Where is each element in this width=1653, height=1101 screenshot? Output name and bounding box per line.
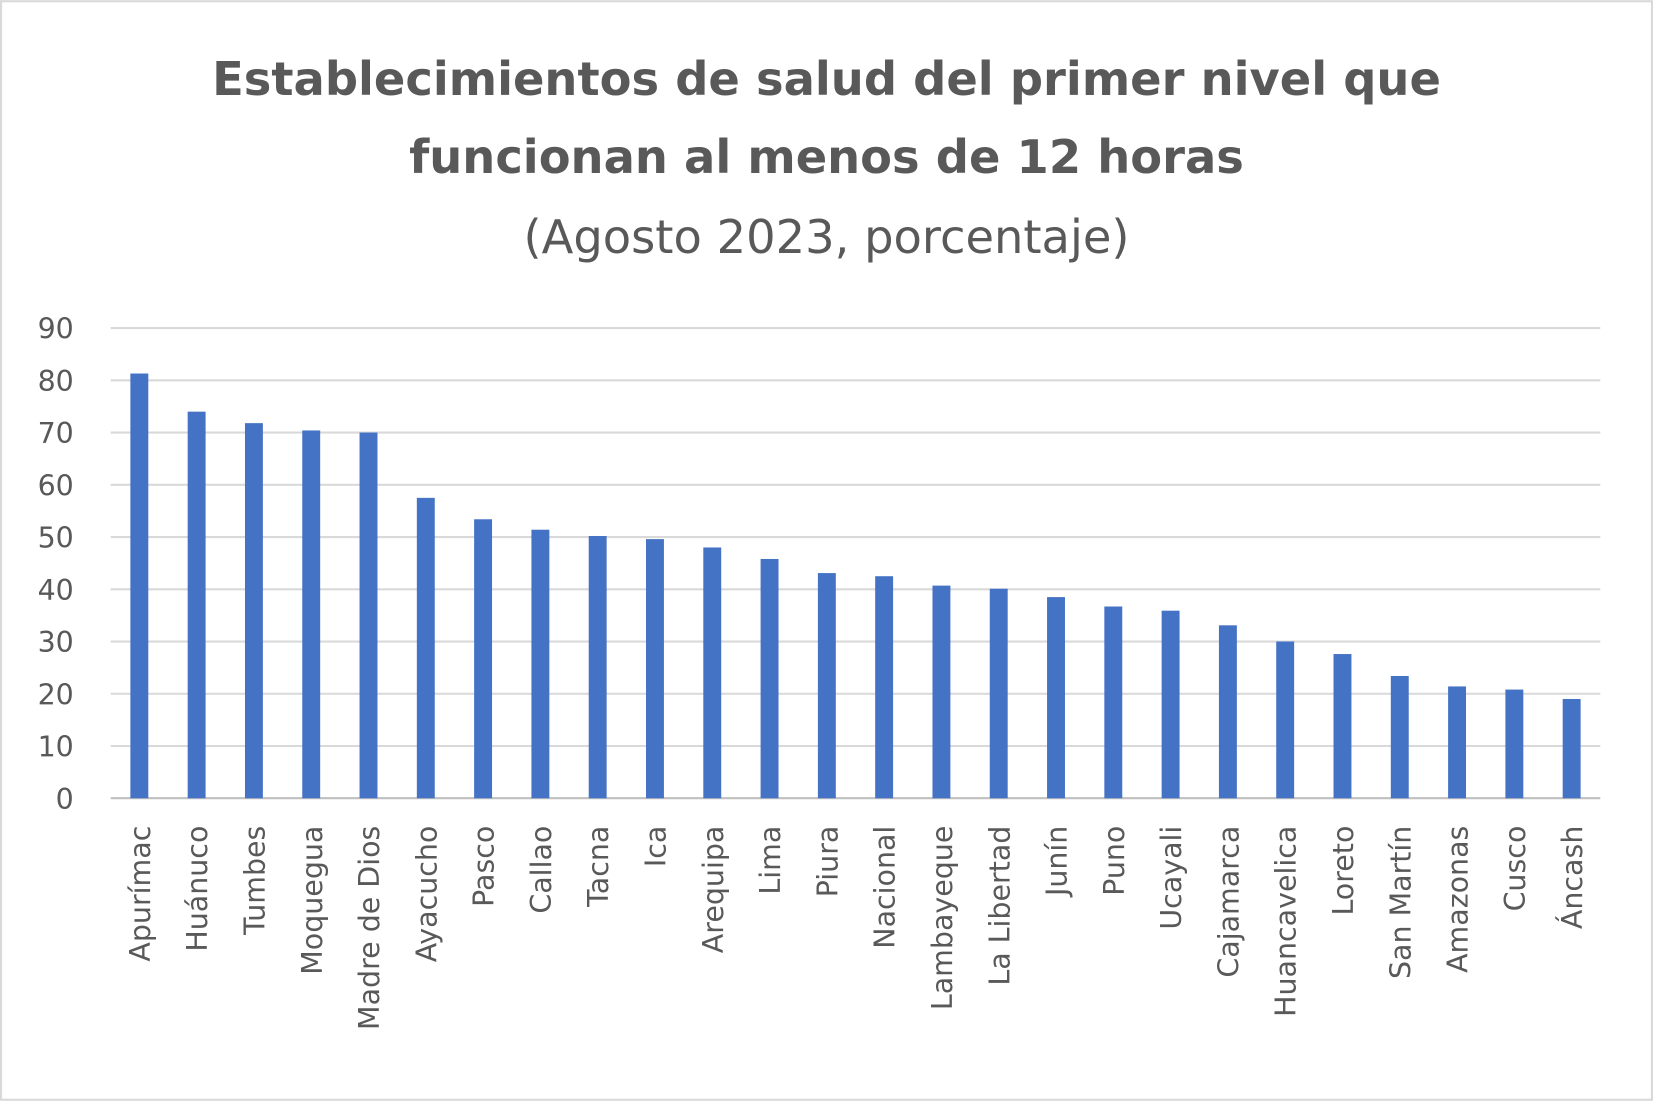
bar <box>1047 597 1065 799</box>
bar <box>875 576 894 799</box>
chart-title-line-1: Establecimientos de salud del primer niv… <box>212 52 1441 106</box>
x-tick-label: Cusco <box>1499 826 1532 912</box>
y-tick-label: 60 <box>38 469 74 502</box>
bar <box>1276 641 1295 799</box>
x-tick-label: Puno <box>1098 826 1131 896</box>
bar <box>588 535 607 799</box>
x-tick-label: Lima <box>754 826 787 895</box>
bar <box>760 558 779 799</box>
x-tick-label: Huánuco <box>181 826 214 952</box>
x-tick-label: La Libertad <box>983 826 1016 986</box>
bar <box>359 432 378 799</box>
y-tick-label: 80 <box>38 365 74 398</box>
y-tick-label: 10 <box>38 731 74 764</box>
chart-title-line-2: funcionan al menos de 12 horas <box>409 130 1244 184</box>
y-tick-label: 70 <box>38 417 74 450</box>
bar <box>187 411 206 799</box>
x-tick-label: San Martín <box>1384 826 1417 979</box>
chart-subtitle: (Agosto 2023, porcentaje) <box>524 210 1130 264</box>
x-tick-label: Pasco <box>468 826 501 907</box>
y-tick-label: 0 <box>56 783 74 816</box>
bar <box>1161 610 1180 799</box>
bar <box>1390 675 1409 799</box>
bar <box>416 497 435 799</box>
bar <box>302 430 321 799</box>
bar <box>932 585 951 799</box>
x-tick-label: Tumbes <box>238 826 271 936</box>
bar <box>1333 654 1352 799</box>
x-tick-label: Tacna <box>582 826 615 908</box>
bar <box>1218 625 1237 799</box>
bar <box>646 539 664 799</box>
bar <box>1104 606 1123 799</box>
x-tick-label: Madre de Dios <box>353 826 386 1030</box>
x-tick-label: Huancavelica <box>1270 826 1303 1017</box>
x-tick-label: Piura <box>811 826 844 898</box>
bar <box>244 423 263 799</box>
x-tick-label: Cajamarca <box>1212 826 1245 978</box>
bar <box>474 519 493 799</box>
x-tick-label: Moquegua <box>296 826 329 975</box>
bar <box>989 588 1008 799</box>
y-tick-label: 90 <box>38 313 74 346</box>
x-tick-label: Loreto <box>1327 826 1360 916</box>
x-tick-label: Arequipa <box>697 826 730 954</box>
bar <box>1505 689 1524 799</box>
x-tick-label: Lambayeque <box>926 826 959 1010</box>
bar <box>531 529 550 799</box>
x-tick-label: Áncash <box>1555 826 1589 929</box>
x-tick-label: Ucayali <box>1155 826 1188 930</box>
x-tick-label: Callao <box>525 826 558 914</box>
x-tick-label: Amazonas <box>1442 826 1475 973</box>
bar <box>1562 698 1581 799</box>
y-tick-label: 50 <box>38 522 74 555</box>
bar <box>130 373 149 799</box>
y-tick-label: 20 <box>38 678 74 711</box>
x-tick-label: Ayacucho <box>410 826 443 963</box>
y-tick-label: 30 <box>38 626 74 659</box>
x-tick-label: Junín <box>1041 826 1074 898</box>
x-tick-label: Apurímac <box>124 826 157 962</box>
bar <box>817 573 836 799</box>
y-tick-label: 40 <box>38 574 74 607</box>
bar <box>703 547 722 799</box>
bar <box>1448 686 1467 799</box>
x-tick-label: Nacional <box>869 826 902 949</box>
x-tick-label: Ica <box>640 826 673 867</box>
